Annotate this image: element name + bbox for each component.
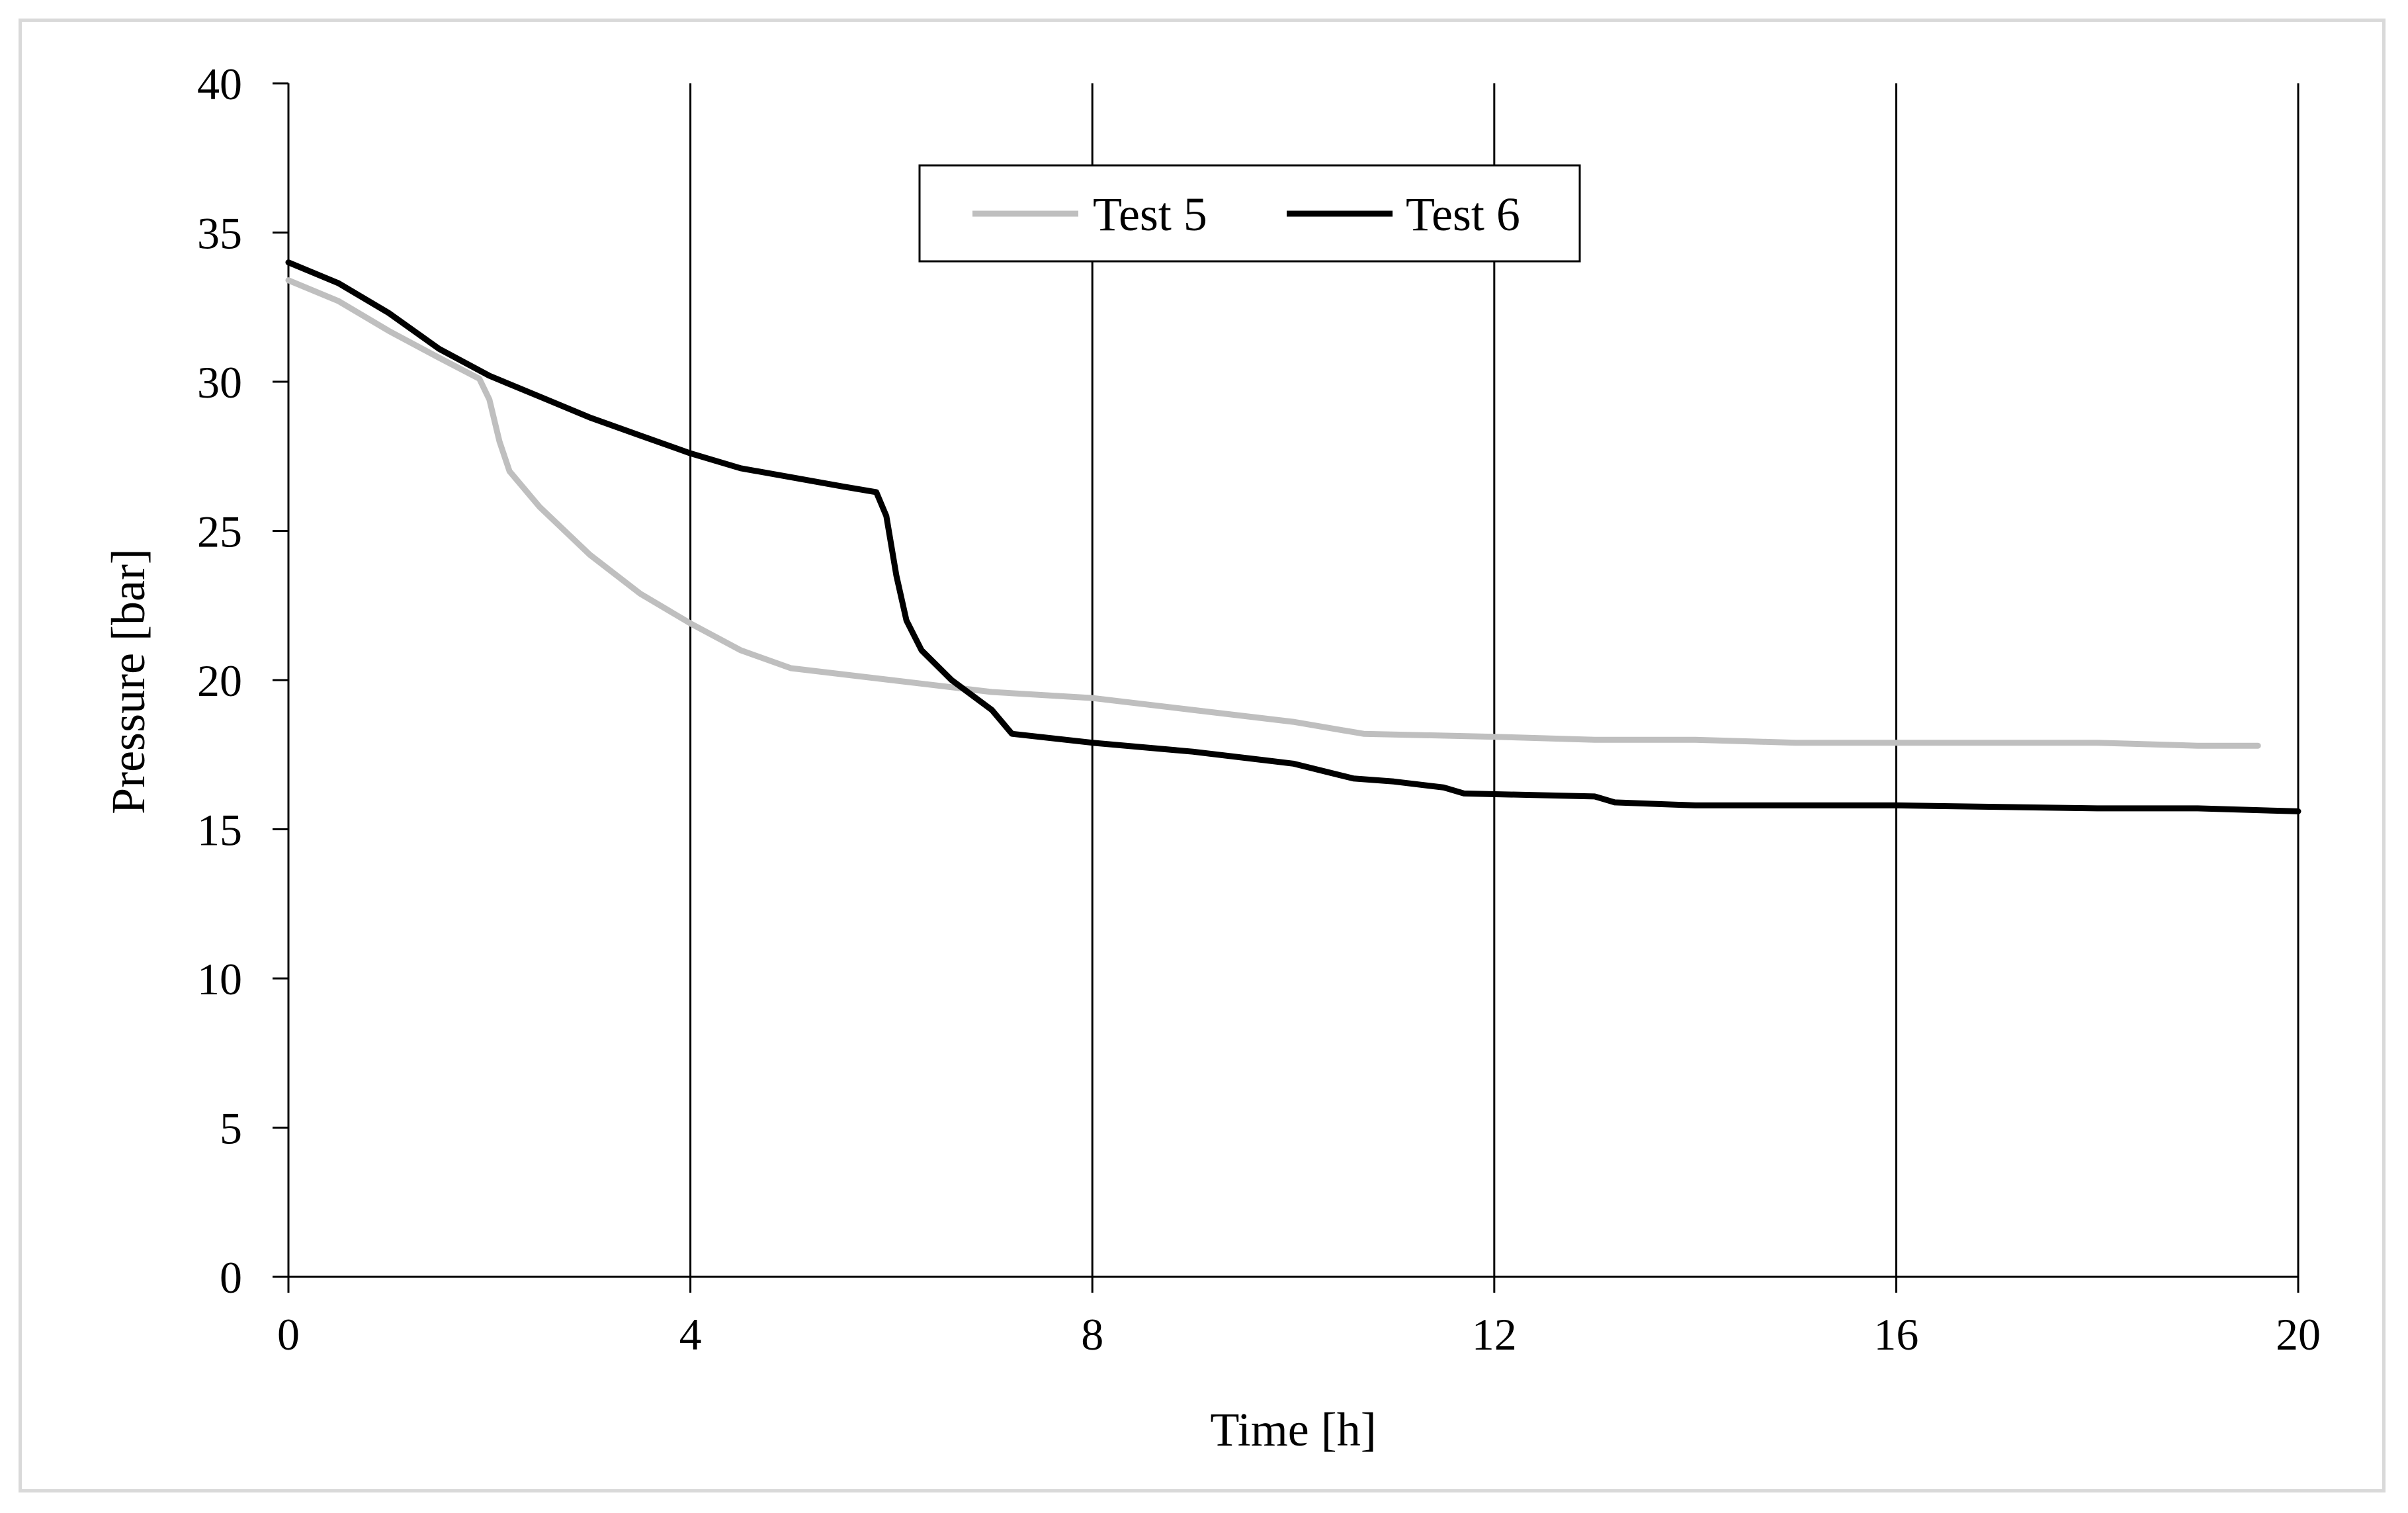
- y-tick-label-25: 25: [197, 507, 242, 557]
- legend-label-test-6: Test 6: [1406, 188, 1520, 241]
- series-line-test-5: [285, 277, 2261, 749]
- y-tick-label-15: 15: [197, 805, 242, 855]
- x-tick-label-20: 20: [2276, 1309, 2321, 1360]
- gridlines: [689, 83, 2300, 1277]
- legend: Test 5 Test 6: [918, 164, 1581, 263]
- y-tick-label-40: 40: [197, 59, 242, 109]
- y-tick-label-30: 30: [197, 357, 242, 408]
- x-tick-label-16: 16: [1873, 1309, 1918, 1360]
- x-tick-label-0: 0: [277, 1309, 300, 1360]
- y-tick-label-0: 0: [220, 1252, 242, 1303]
- x-axis-ticks: 0 4 8 12 16 20: [277, 1277, 2321, 1360]
- x-tick-label-12: 12: [1472, 1309, 1517, 1360]
- y-axis-ticks: 0 5 10 15 20 25 30 35 40: [197, 59, 288, 1303]
- x-tick-label-4: 4: [679, 1309, 702, 1360]
- x-axis-title: Time [h]: [1210, 1403, 1376, 1456]
- y-tick-label-20: 20: [197, 656, 242, 706]
- y-axis-title: Pressure [bar]: [102, 548, 155, 814]
- legend-label-test-5: Test 5: [1093, 188, 1207, 241]
- y-tick-label-5: 5: [220, 1103, 242, 1154]
- x-tick-label-8: 8: [1081, 1309, 1103, 1360]
- y-tick-label-35: 35: [197, 208, 242, 259]
- series-line-test-6: [285, 259, 2301, 814]
- y-tick-label-10: 10: [197, 954, 242, 1004]
- axes: [287, 83, 2298, 1278]
- series-lines: [285, 259, 2301, 814]
